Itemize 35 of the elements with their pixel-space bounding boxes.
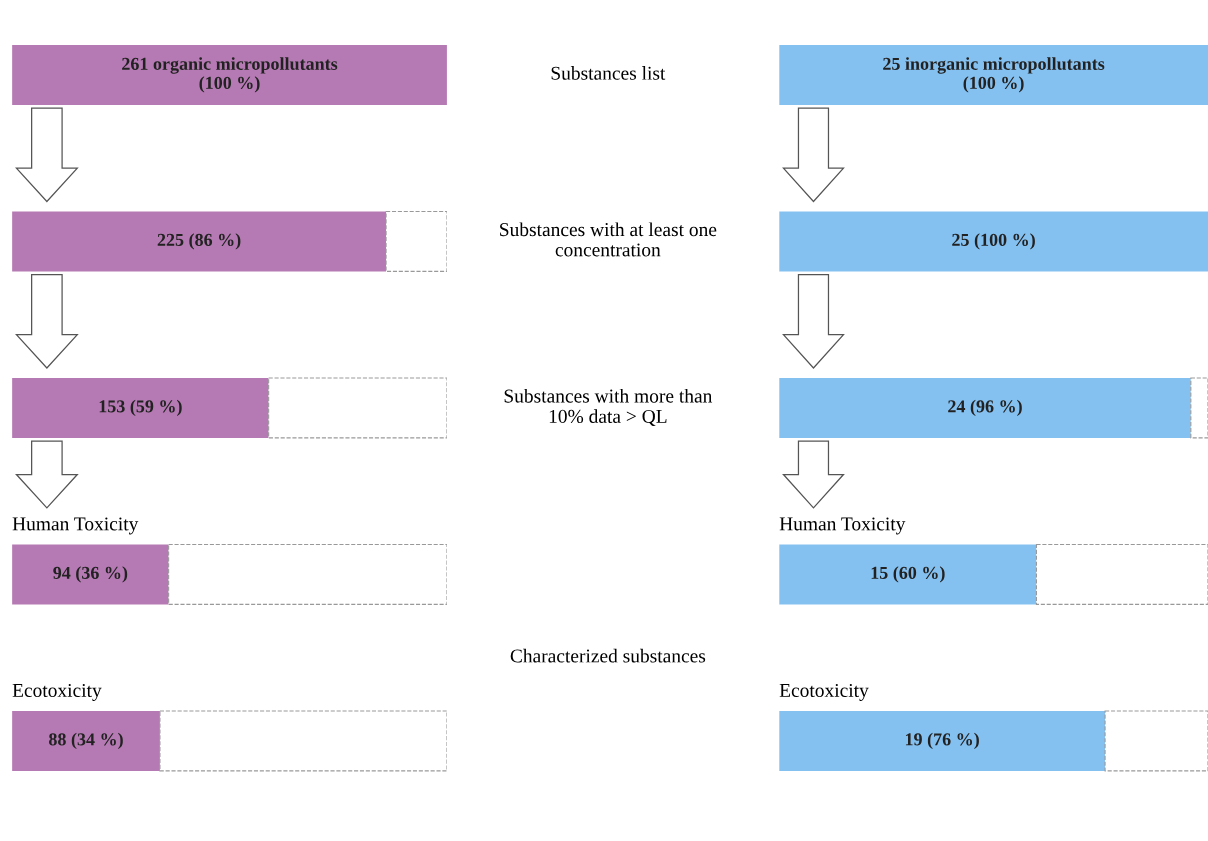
bar [168, 543, 447, 605]
data-label: 24 (96 %) [948, 399, 1022, 417]
bar [268, 377, 447, 439]
data-label: 19 (76 %) [905, 732, 979, 750]
data-label: 153 (59 %) [99, 399, 182, 417]
y-tick-label: Human Toxicity [779, 517, 906, 535]
bar [12, 710, 160, 771]
text: Substances with more than 10% data > QL [504, 388, 713, 426]
y-tick-label: Ecotoxicity [12, 683, 102, 701]
data-label: 88 (34 %) [49, 732, 123, 750]
bar [779, 377, 1191, 438]
bar [1035, 543, 1208, 605]
bar [385, 210, 447, 272]
data-label: 94 (36 %) [53, 566, 128, 583]
data-label: 225 (86 %) [157, 233, 241, 250]
data-label: 261 organic micropollutants (100 %) [122, 57, 338, 93]
bar [12, 544, 169, 605]
bar [779, 211, 1208, 272]
data-label: 25 inorganic micropollutants (100 %) [883, 57, 1105, 93]
bar [779, 710, 1106, 771]
bar [12, 377, 269, 438]
bar [779, 544, 1037, 605]
bar [1104, 710, 1208, 772]
text: Substances list [551, 66, 666, 80]
text: Substances with at least one concentration [500, 222, 717, 257]
y-tick-label: Ecotoxicity [779, 683, 869, 701]
bar [12, 44, 447, 105]
text: Characterized substances [510, 648, 706, 663]
y-tick-label: Human Toxicity [12, 517, 139, 535]
bar [1190, 377, 1208, 439]
bar [159, 710, 447, 772]
bar [12, 211, 387, 272]
data-label: 15 (60 %) [871, 566, 945, 583]
bar [779, 44, 1208, 105]
data-label: 25 (100 %) [952, 233, 1035, 250]
